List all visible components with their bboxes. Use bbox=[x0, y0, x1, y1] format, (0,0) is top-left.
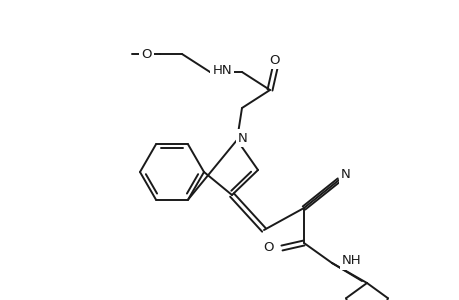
Text: N: N bbox=[341, 169, 350, 182]
Text: NH: NH bbox=[341, 254, 361, 268]
Text: HN: HN bbox=[212, 64, 231, 76]
Text: N: N bbox=[238, 131, 247, 145]
Text: O: O bbox=[141, 47, 151, 61]
Text: O: O bbox=[263, 242, 274, 254]
Text: O: O bbox=[269, 53, 280, 67]
